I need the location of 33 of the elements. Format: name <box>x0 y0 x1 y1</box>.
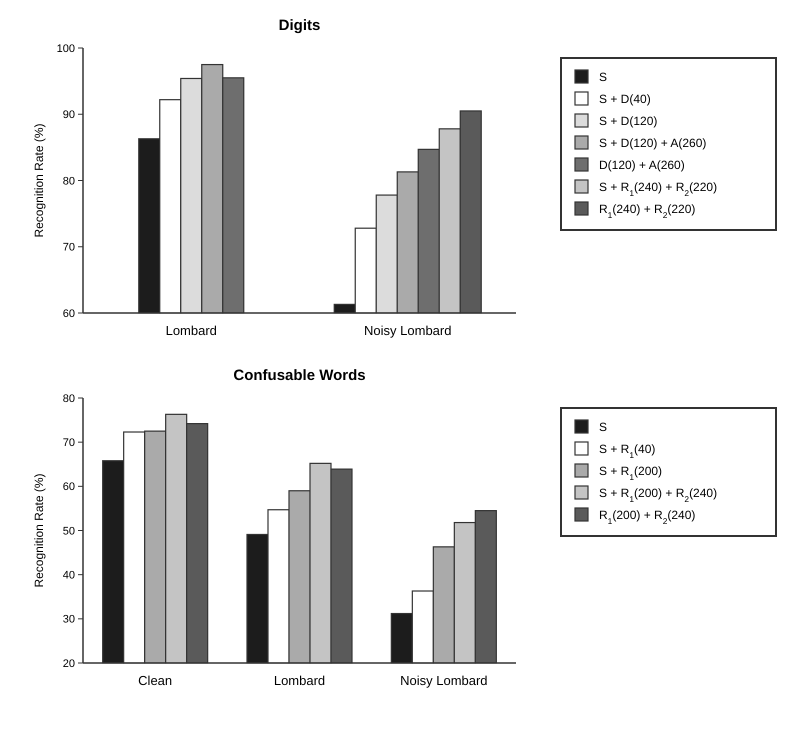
legend-label: S + R$_{1}$(240) + R$_{2}$(220) <box>599 180 718 198</box>
legend-label: S <box>599 420 608 434</box>
legend-label: S + D(120) <box>599 114 658 128</box>
y-axis-title: Recognition Rate (%) <box>32 473 46 588</box>
legend-label: D(120) + A(260) <box>599 158 685 172</box>
legend-label: S + R$_{1}$(40) <box>599 442 656 460</box>
y-tick-label: 70 <box>62 437 75 450</box>
legend-label: R$_{1}$(200) + R$_{2}$(240) <box>599 508 696 526</box>
legend-label: S + D(120) + A(260) <box>599 136 706 150</box>
y-tick-label: 80 <box>62 175 75 188</box>
y-tick-label: 80 <box>62 392 75 405</box>
y-axis-title: Recognition Rate (%) <box>32 123 46 238</box>
chart-title: Confusable Words <box>233 367 366 384</box>
x-tick-label: Lombard <box>166 323 217 338</box>
x-tick-label: Lombard <box>274 673 326 688</box>
y-tick-label: 90 <box>62 109 75 122</box>
x-tick-label: Clean <box>138 673 172 688</box>
legend-label: S + D(40) <box>599 92 651 106</box>
y-tick-label: 50 <box>62 525 75 538</box>
y-tick-label: 20 <box>62 658 75 670</box>
y-tick-label: 40 <box>62 570 75 582</box>
legend-label: S <box>599 70 608 84</box>
legend-label: S + R$_{1}$(200) <box>599 464 662 482</box>
legend-label: R$_{1}$(240) + R$_{2}$(220) <box>599 202 696 220</box>
y-tick-label: 60 <box>62 308 75 320</box>
chart-title: Digits <box>278 17 320 34</box>
y-tick-label: 30 <box>62 614 75 626</box>
y-tick-label: 70 <box>62 242 75 254</box>
y-tick-label: 60 <box>62 481 75 494</box>
legend-label: S + R$_{1}$(200) + R$_{2}$(240) <box>599 486 718 504</box>
x-tick-label: Noisy Lombard <box>364 323 452 338</box>
y-tick-label: 100 <box>56 42 75 55</box>
x-tick-label: Noisy Lombard <box>400 673 488 688</box>
